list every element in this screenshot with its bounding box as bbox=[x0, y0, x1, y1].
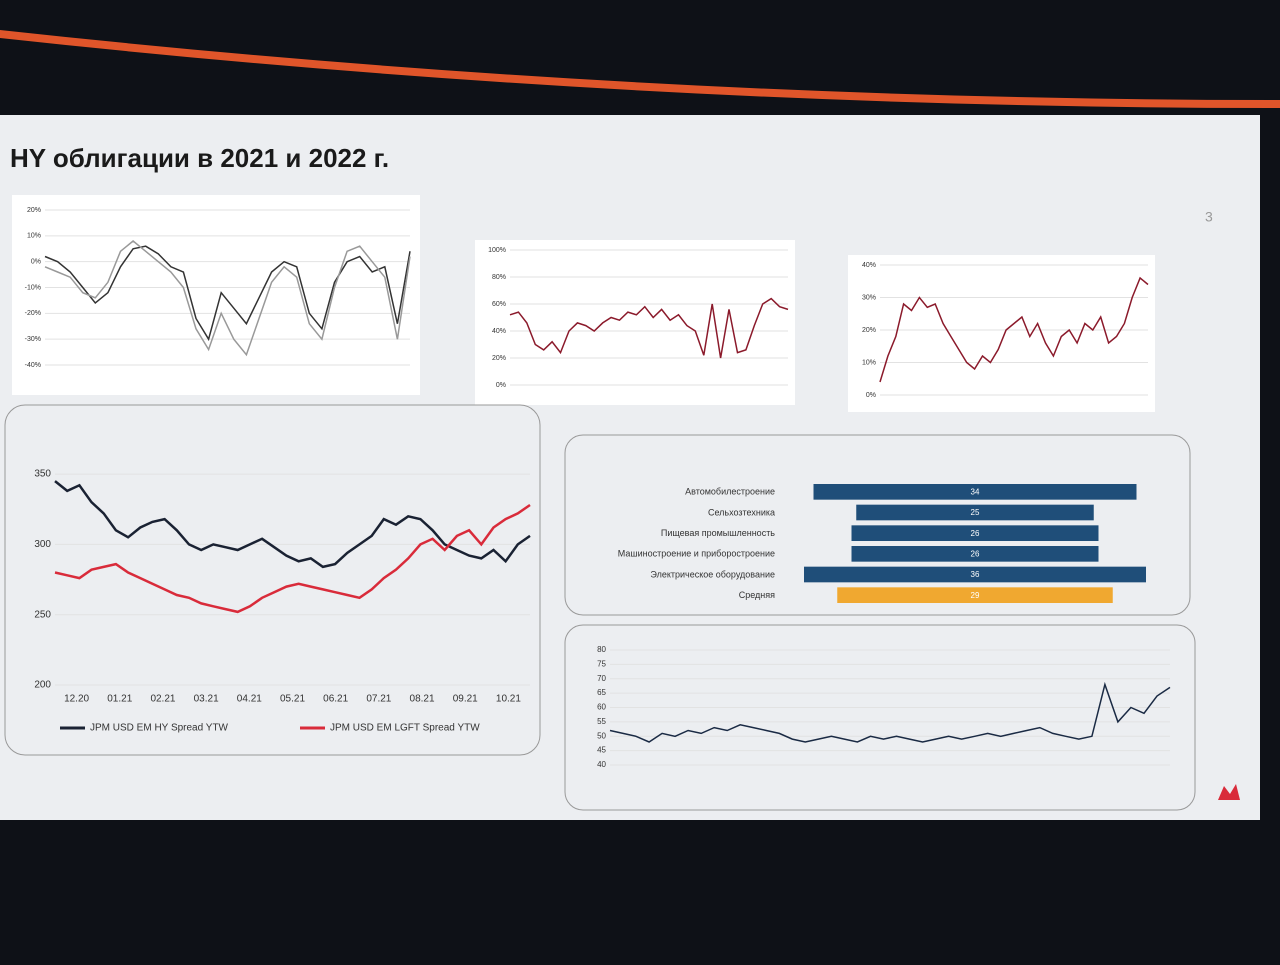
slide-title: HY облигации в 2021 и 2022 г. bbox=[10, 143, 389, 173]
panel bbox=[4, 404, 541, 756]
y-tick-label: 300 bbox=[34, 539, 51, 550]
y-tick-label: -10% bbox=[25, 284, 41, 291]
y-tick-label: 60 bbox=[597, 703, 606, 712]
series-line bbox=[54, 503, 531, 614]
y-tick-label: 30% bbox=[862, 294, 876, 301]
y-tick-label: 20% bbox=[27, 207, 41, 214]
y-tick-label: 50 bbox=[597, 731, 606, 740]
bar bbox=[837, 587, 1113, 603]
panel bbox=[12, 195, 420, 395]
y-tick-label: 20% bbox=[492, 355, 506, 362]
bar-value-label: 26 bbox=[971, 549, 980, 558]
category-label: Автомобилестроение bbox=[685, 487, 775, 497]
logo bbox=[1218, 784, 1240, 800]
x-tick-label: 02.21 bbox=[150, 694, 175, 705]
y-tick-label: 55 bbox=[597, 717, 606, 726]
category-label: Пищевая промышленность bbox=[661, 528, 775, 538]
panel bbox=[475, 240, 795, 405]
y-tick-label: 0% bbox=[866, 392, 876, 399]
bar bbox=[851, 525, 1099, 541]
x-tick-label: 08.21 bbox=[410, 694, 435, 705]
series-line bbox=[54, 480, 531, 569]
panel bbox=[848, 255, 1155, 412]
y-tick-label: 20% bbox=[862, 327, 876, 334]
y-tick-label: 60% bbox=[492, 301, 506, 308]
accent-stripe bbox=[0, 30, 1280, 108]
page-number: 3 bbox=[1205, 209, 1213, 225]
series-line bbox=[44, 245, 411, 342]
y-tick-label: 250 bbox=[34, 609, 51, 620]
series-line bbox=[44, 240, 411, 357]
y-tick-label: 350 bbox=[34, 469, 51, 480]
panel bbox=[564, 434, 1191, 616]
y-tick-label: -30% bbox=[25, 336, 41, 343]
y-tick-label: 80 bbox=[597, 645, 606, 654]
x-tick-label: 07.21 bbox=[366, 694, 391, 705]
y-tick-label: -20% bbox=[25, 310, 41, 317]
y-tick-label: 80% bbox=[492, 274, 506, 281]
x-tick-label: 05.21 bbox=[280, 694, 305, 705]
x-tick-label: 10.21 bbox=[496, 694, 521, 705]
bar bbox=[804, 566, 1146, 583]
y-tick-label: 40% bbox=[492, 328, 506, 335]
y-tick-label: 100% bbox=[488, 247, 506, 254]
series-line bbox=[609, 681, 1171, 743]
y-tick-label: -40% bbox=[25, 362, 41, 369]
bar-value-label: 34 bbox=[971, 487, 980, 496]
category-label: Средняя bbox=[739, 590, 775, 600]
bar bbox=[851, 546, 1099, 562]
y-tick-label: 200 bbox=[34, 680, 51, 691]
bar-value-label: 25 bbox=[971, 508, 980, 517]
y-tick-label: 40 bbox=[597, 760, 606, 769]
x-tick-label: 04.21 bbox=[237, 694, 262, 705]
x-tick-label: 06.21 bbox=[323, 694, 348, 705]
bar bbox=[856, 504, 1094, 521]
legend-label: JPM USD EM HY Spread YTW bbox=[90, 723, 229, 734]
category-label: Сельхозтехника bbox=[708, 507, 775, 517]
panel bbox=[564, 624, 1196, 811]
y-tick-label: 70 bbox=[597, 674, 606, 683]
y-tick-label: 0% bbox=[496, 382, 506, 389]
y-tick-label: 75 bbox=[597, 659, 606, 668]
series-line bbox=[879, 276, 1149, 383]
category-label: Электрическое оборудование bbox=[650, 569, 775, 579]
bar-value-label: 26 bbox=[971, 529, 980, 538]
y-tick-label: 0% bbox=[31, 259, 41, 266]
x-tick-label: 12.20 bbox=[64, 694, 89, 705]
x-tick-label: 03.21 bbox=[194, 694, 219, 705]
bar-value-label: 36 bbox=[971, 570, 980, 579]
bar-value-label: 29 bbox=[971, 591, 980, 600]
bar bbox=[813, 484, 1137, 500]
y-tick-label: 45 bbox=[597, 746, 606, 755]
y-tick-label: 10% bbox=[862, 359, 876, 366]
x-tick-label: 09.21 bbox=[453, 694, 478, 705]
y-tick-label: 10% bbox=[27, 233, 41, 240]
category-label: Машиностроение и приборостроение bbox=[618, 549, 775, 559]
y-tick-label: 40% bbox=[862, 262, 876, 269]
x-tick-label: 01.21 bbox=[107, 694, 132, 705]
series-line bbox=[509, 297, 789, 359]
y-tick-label: 65 bbox=[597, 688, 606, 697]
legend-label: JPM USD EM LGFT Spread YTW bbox=[330, 723, 480, 734]
